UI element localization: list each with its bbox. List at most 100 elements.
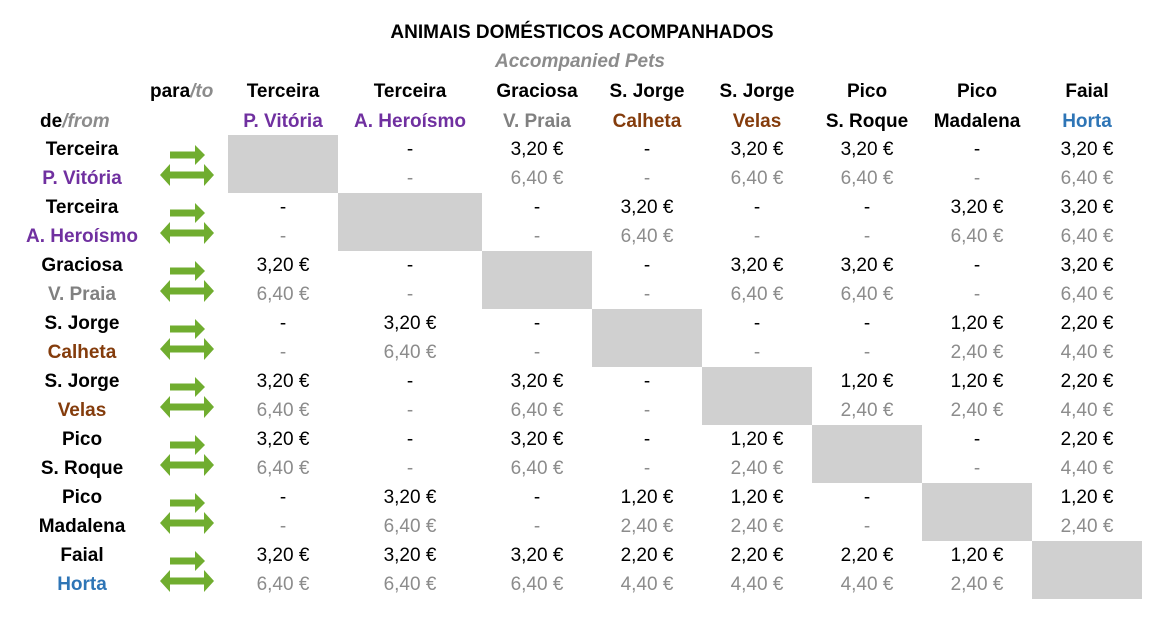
- one-way-price: 3,20 €: [257, 545, 310, 566]
- column-island: Terceira: [374, 81, 447, 102]
- one-way-price: 1,20 €: [731, 429, 784, 450]
- return-price: 6,40 €: [951, 226, 1004, 247]
- return-price: 4,40 €: [731, 574, 784, 595]
- one-way-price: 3,20 €: [511, 139, 564, 160]
- column-port: V. Praia: [503, 111, 571, 132]
- one-way-price: 3,20 €: [257, 255, 310, 276]
- one-way-price: -: [864, 487, 870, 508]
- from-translation: /from: [61, 111, 110, 132]
- return-arrow: [160, 222, 214, 244]
- one-way-price: 3,20 €: [1061, 255, 1114, 276]
- return-price: 6,40 €: [384, 342, 437, 363]
- one-way-arrow: [170, 319, 205, 339]
- one-way-price: 2,20 €: [1061, 429, 1114, 450]
- return-price: -: [644, 400, 650, 421]
- one-way-arrow: [170, 435, 205, 455]
- one-way-price: 3,20 €: [621, 197, 674, 218]
- return-price: 6,40 €: [1061, 226, 1114, 247]
- one-way-price: -: [534, 197, 540, 218]
- one-way-price: 1,20 €: [951, 545, 1004, 566]
- diagonal-cell: [922, 483, 1032, 541]
- return-price: 6,40 €: [257, 458, 310, 479]
- return-price: -: [644, 458, 650, 479]
- one-way-price: 3,20 €: [511, 429, 564, 450]
- one-way-arrow: [170, 145, 205, 165]
- row-island: Pico: [62, 429, 102, 450]
- return-arrow: [160, 454, 214, 476]
- one-way-price: -: [974, 429, 980, 450]
- one-way-price: -: [644, 429, 650, 450]
- row-port: Horta: [57, 574, 107, 595]
- one-way-price: 2,20 €: [1061, 371, 1114, 392]
- one-way-price: 3,20 €: [731, 255, 784, 276]
- return-price: 6,40 €: [841, 168, 894, 189]
- return-price: 6,40 €: [841, 284, 894, 305]
- title: ANIMAIS DOMÉSTICOS ACOMPANHADOS: [390, 21, 773, 43]
- return-price: -: [407, 400, 413, 421]
- row-island: Faial: [60, 545, 103, 566]
- diagonal-cell: [592, 309, 702, 367]
- column-island: Pico: [957, 81, 997, 102]
- one-way-price: 1,20 €: [731, 487, 784, 508]
- subtitle: Accompanied Pets: [494, 51, 665, 72]
- row-port: A. Heroísmo: [26, 226, 138, 247]
- return-price: 6,40 €: [731, 168, 784, 189]
- diagonal-cell: [812, 425, 922, 483]
- one-way-price: -: [644, 371, 650, 392]
- column-island: Faial: [1065, 81, 1108, 102]
- row-port: V. Praia: [48, 284, 116, 305]
- diagonal-cell: [228, 135, 338, 193]
- return-arrow: [160, 280, 214, 302]
- one-way-price: -: [280, 197, 286, 218]
- return-price: 2,40 €: [841, 400, 894, 421]
- one-way-price: 3,20 €: [1061, 197, 1114, 218]
- column-island: Graciosa: [496, 81, 578, 102]
- from-label-text: de: [40, 111, 62, 132]
- from-label: de/from: [40, 111, 110, 132]
- one-way-price: -: [644, 255, 650, 276]
- diagonal-cell: [702, 367, 812, 425]
- one-way-price: -: [280, 313, 286, 334]
- return-price: 4,40 €: [621, 574, 674, 595]
- return-price: -: [407, 458, 413, 479]
- to-label-text: para: [150, 81, 191, 102]
- return-price: -: [280, 516, 286, 537]
- column-island: Pico: [847, 81, 887, 102]
- return-price: -: [280, 226, 286, 247]
- return-price: -: [864, 226, 870, 247]
- return-price: 2,40 €: [951, 400, 1004, 421]
- return-price: 2,40 €: [951, 342, 1004, 363]
- one-way-price: 2,20 €: [731, 545, 784, 566]
- column-port: S. Roque: [826, 111, 908, 132]
- one-way-price: 1,20 €: [951, 371, 1004, 392]
- one-way-price: 1,20 €: [1061, 487, 1114, 508]
- to-label: para/to: [150, 81, 213, 102]
- one-way-price: 3,20 €: [841, 139, 894, 160]
- return-price: 6,40 €: [1061, 168, 1114, 189]
- one-way-price: -: [864, 197, 870, 218]
- return-price: -: [534, 226, 540, 247]
- return-price: 6,40 €: [257, 284, 310, 305]
- return-price: 4,40 €: [1061, 400, 1114, 421]
- one-way-price: 3,20 €: [384, 487, 437, 508]
- return-price: 6,40 €: [1061, 284, 1114, 305]
- one-way-price: 3,20 €: [511, 371, 564, 392]
- return-price: -: [407, 168, 413, 189]
- return-price: -: [644, 168, 650, 189]
- return-price: -: [864, 342, 870, 363]
- column-port: Velas: [733, 111, 782, 132]
- return-price: -: [974, 168, 980, 189]
- return-price: -: [754, 342, 760, 363]
- one-way-price: -: [280, 487, 286, 508]
- return-price: 2,40 €: [951, 574, 1004, 595]
- return-arrow: [160, 512, 214, 534]
- one-way-price: 1,20 €: [841, 371, 894, 392]
- row-island: S. Jorge: [45, 313, 120, 334]
- to-translation: /to: [189, 81, 213, 102]
- one-way-price: 3,20 €: [841, 255, 894, 276]
- one-way-price: -: [407, 139, 413, 160]
- column-port: Madalena: [934, 111, 1021, 132]
- return-price: -: [754, 226, 760, 247]
